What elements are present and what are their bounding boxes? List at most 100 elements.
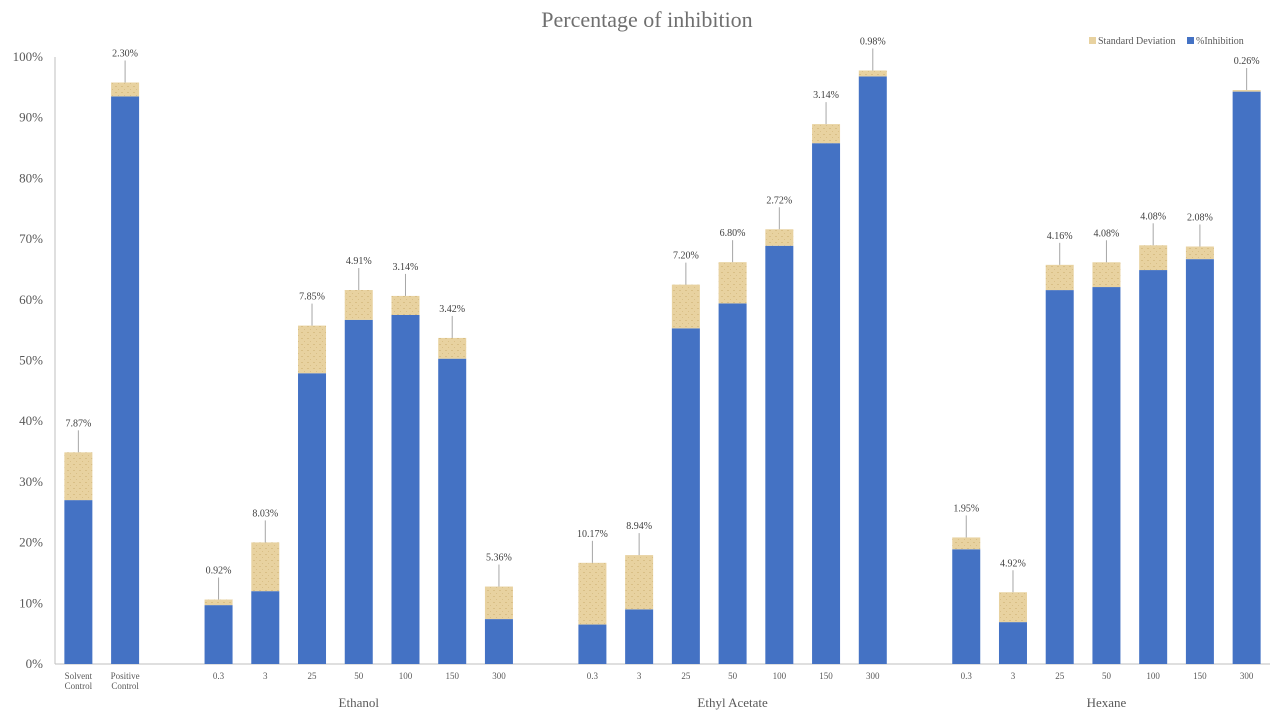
x-tick-label: Positive: [111, 671, 140, 681]
bar-standard-deviation: [111, 82, 140, 97]
bar-inhibition: [64, 500, 93, 664]
bar-standard-deviation: [1092, 262, 1121, 288]
bar-standard-deviation: [391, 295, 420, 315]
bar-inhibition: [1092, 287, 1121, 664]
bar-standard-deviation: [1139, 245, 1168, 271]
x-tick-label: Control: [65, 681, 93, 691]
bar-inhibition: [625, 609, 654, 664]
bar-standard-deviation: [625, 555, 654, 610]
data-labels: 7.87% 2.30% 0.92% 8.03% 7.85% 4.91% 3.14% 3.42%…: [65, 36, 1260, 600]
x-tick-label: 25: [1055, 671, 1065, 681]
bars: [64, 70, 1261, 665]
bar-standard-deviation: [204, 599, 233, 606]
group-label: Hexane: [1087, 695, 1127, 710]
bar-inhibition: [438, 358, 467, 664]
y-tick-label: 80%: [19, 170, 43, 185]
x-tick-label: 25: [308, 671, 318, 681]
data-label: 3.14%: [393, 262, 419, 273]
bar-inhibition: [858, 76, 887, 664]
data-label: 2.30%: [112, 48, 138, 59]
bar-inhibition: [671, 328, 700, 664]
bar-standard-deviation: [812, 124, 841, 144]
legend-swatch-inhibition: [1187, 37, 1194, 44]
x-tick-label: 300: [866, 671, 880, 681]
bar-standard-deviation: [858, 70, 887, 77]
bar-inhibition: [344, 319, 373, 664]
bar-standard-deviation: [952, 537, 981, 550]
data-label: 10.17%: [577, 529, 608, 540]
data-label: 2.72%: [766, 195, 792, 206]
x-tick-label: 100: [773, 671, 787, 681]
data-label: 3.14%: [813, 90, 839, 101]
bar-inhibition: [1045, 290, 1074, 664]
y-tick-label: 40%: [19, 413, 43, 428]
data-label: 4.08%: [1094, 228, 1120, 239]
y-tick-label: 90%: [19, 110, 43, 125]
bar-inhibition: [111, 96, 140, 664]
bar-standard-deviation: [578, 562, 607, 625]
data-label: 8.94%: [626, 521, 652, 532]
x-tick-label: 25: [681, 671, 691, 681]
bar-inhibition: [1232, 91, 1261, 664]
y-tick-label: 0%: [26, 656, 44, 671]
x-tick-label: 0.3: [587, 671, 599, 681]
x-tick-label: 0.3: [213, 671, 225, 681]
bar-inhibition: [204, 605, 233, 664]
x-tick-label: 0.3: [961, 671, 973, 681]
x-tick-label: 3: [637, 671, 642, 681]
bar-inhibition: [1185, 259, 1214, 664]
bar-inhibition: [1139, 270, 1168, 664]
x-tick-label: Solvent: [65, 671, 93, 681]
bar-standard-deviation: [718, 262, 747, 304]
data-label: 0.26%: [1234, 56, 1260, 67]
x-tick-label: Control: [111, 681, 139, 691]
legend: Standard Deviation %Inhibition: [1089, 36, 1244, 47]
data-label: 7.87%: [65, 418, 91, 429]
bar-standard-deviation: [344, 290, 373, 320]
data-label: 4.91%: [346, 256, 372, 267]
bar-inhibition: [765, 245, 794, 665]
data-label: 1.95%: [953, 503, 979, 514]
y-tick-label: 20%: [19, 535, 43, 550]
y-tick-label: 50%: [19, 353, 43, 368]
bar-standard-deviation: [298, 325, 327, 374]
x-tick-label: 100: [399, 671, 413, 681]
x-tick-label: 300: [492, 671, 506, 681]
data-label: 7.20%: [673, 251, 699, 262]
x-tick-label: 50: [354, 671, 364, 681]
x-tick-label: 150: [819, 671, 833, 681]
x-tick-label: 150: [1193, 671, 1207, 681]
x-tick-label: 150: [445, 671, 459, 681]
bar-inhibition: [578, 624, 607, 664]
legend-swatch-sd: [1089, 37, 1096, 44]
bar-standard-deviation: [64, 452, 93, 501]
bar-inhibition: [718, 303, 747, 664]
y-tick-label: 30%: [19, 474, 43, 489]
y-tick-label: 10%: [19, 595, 43, 610]
data-label: 0.98%: [860, 36, 886, 47]
bar-standard-deviation: [998, 592, 1027, 623]
bar-standard-deviation: [484, 586, 513, 620]
bar-standard-deviation: [765, 229, 794, 246]
group-label: Ethanol: [339, 695, 380, 710]
data-label: 0.92%: [206, 566, 232, 577]
data-label: 5.36%: [486, 553, 512, 564]
y-tick-label: 60%: [19, 292, 43, 307]
x-tick-label: 300: [1240, 671, 1254, 681]
bar-standard-deviation: [438, 337, 467, 359]
legend-label-sd: Standard Deviation: [1098, 36, 1175, 47]
data-label: 7.85%: [299, 292, 325, 303]
data-label: 2.08%: [1187, 213, 1213, 224]
y-tick-label: 100%: [13, 49, 44, 64]
axes: 0% 10% 20% 30% 40% 50% 60% 70% 80% 90% 100% Solvent…: [13, 49, 1270, 710]
bar-inhibition: [998, 622, 1027, 664]
bar-standard-deviation: [251, 542, 280, 592]
bar-inhibition: [298, 373, 327, 664]
x-tick-label: 3: [1011, 671, 1016, 681]
bar-inhibition: [484, 619, 513, 664]
x-tick-label: 50: [728, 671, 738, 681]
legend-label-inhibition: %Inhibition: [1196, 36, 1244, 47]
x-tick-label: 100: [1146, 671, 1160, 681]
